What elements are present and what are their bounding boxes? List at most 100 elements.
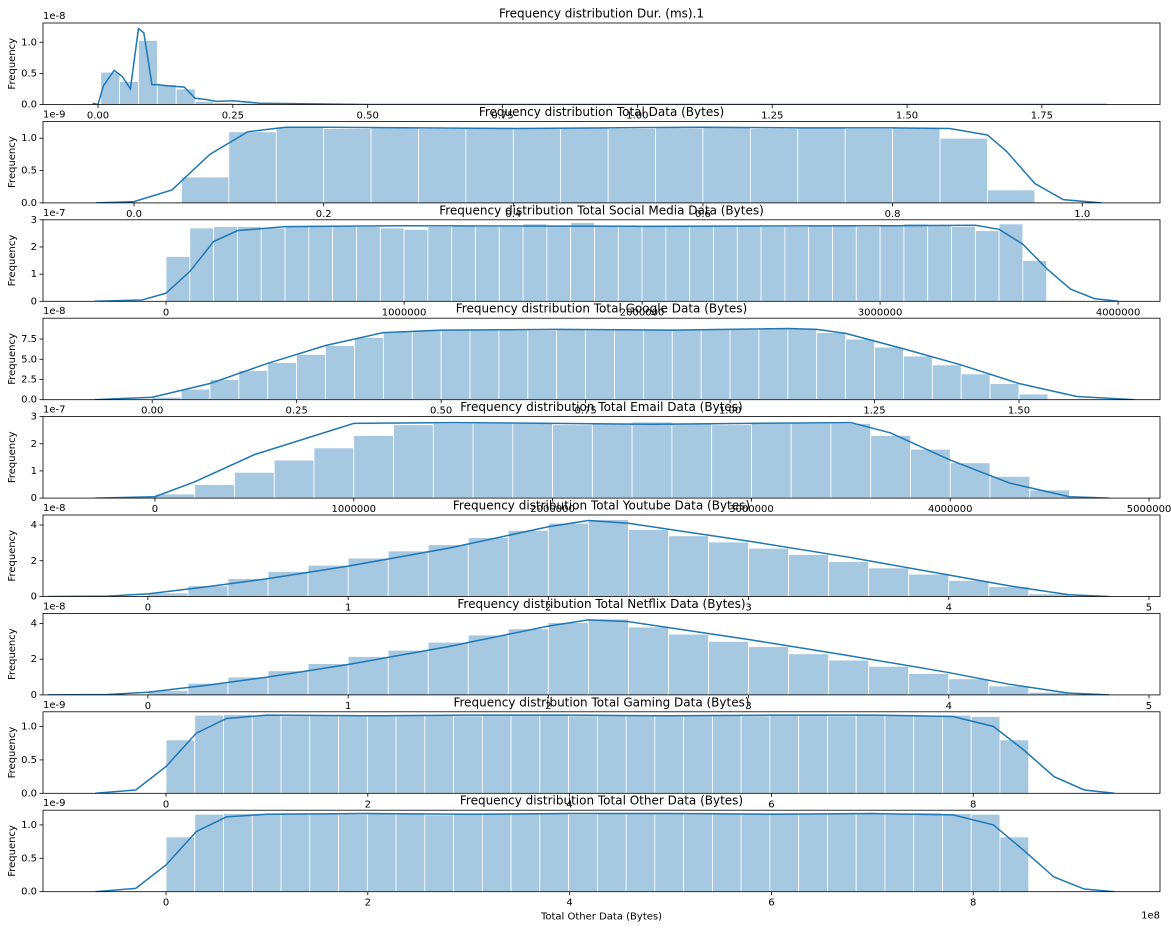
bar [507, 628, 549, 695]
bar [568, 715, 598, 794]
x-tick-label: 5 [1146, 701, 1152, 712]
x-tick-label: 1 [345, 603, 351, 614]
x-tick-label: 5000000 [1127, 504, 1171, 515]
bar [625, 812, 656, 892]
bar [223, 813, 253, 892]
bar [654, 715, 685, 794]
bar [251, 813, 282, 892]
bar [238, 370, 269, 400]
bar [379, 227, 405, 302]
y-tick-label: 1 [31, 269, 37, 280]
x-tick-label: 1 [345, 701, 351, 712]
histogram [94, 222, 1119, 302]
bar [868, 567, 910, 597]
bar [393, 424, 434, 499]
bar [308, 224, 334, 302]
chart-title: Frequency distribution Total Social Medi… [439, 203, 764, 217]
bar [427, 226, 453, 302]
bar [251, 714, 282, 794]
y-offset-label: 1e-9 [43, 109, 66, 120]
bar [366, 813, 397, 892]
bar [788, 554, 830, 597]
plot-area [94, 327, 1135, 400]
x-tick-label: 2 [545, 603, 551, 614]
bar [942, 714, 972, 794]
bar [275, 126, 325, 203]
y-tick-label: 3 [31, 215, 37, 226]
bar [913, 714, 943, 794]
y-tick-label: 0.0 [21, 887, 37, 898]
bar [411, 329, 442, 400]
kde-line [95, 421, 1110, 499]
bar [614, 329, 644, 400]
bar [855, 226, 881, 302]
bar [970, 716, 1001, 794]
bar [760, 226, 786, 302]
plot-area [94, 222, 1119, 302]
bar [874, 346, 904, 400]
bar [798, 714, 828, 794]
y-tick-label: 0 [31, 296, 37, 307]
bar [512, 128, 562, 203]
histogram [47, 618, 1109, 695]
x-tick-label: 0.75 [574, 406, 596, 417]
axes-frame [42, 514, 1161, 597]
bar [510, 714, 541, 794]
bar [949, 462, 991, 499]
histogram [92, 27, 1107, 105]
chart-title: Frequency distribution Total Data (Bytes… [479, 105, 724, 119]
x-tick-label: 2000000 [620, 307, 665, 318]
bar [507, 529, 549, 597]
bar [989, 475, 1031, 499]
y-axis-label: Frequency [7, 235, 18, 287]
bar [424, 814, 454, 892]
bar [347, 656, 389, 695]
y-tick-label: 4 [31, 618, 37, 629]
plot-area [92, 27, 1107, 105]
x-tick-label: 4 [946, 701, 952, 712]
chart-title: Frequency distribution Total Youtube Dat… [453, 499, 750, 513]
bar [165, 256, 191, 302]
bar [585, 329, 615, 400]
bar [736, 224, 762, 302]
bar [194, 813, 224, 892]
bar [784, 226, 810, 302]
bar [594, 224, 619, 302]
bar [832, 224, 857, 302]
bar [403, 228, 429, 302]
bar [999, 836, 1030, 892]
bar [273, 459, 315, 499]
bar [547, 522, 589, 597]
bar [175, 88, 196, 105]
bar [683, 813, 713, 892]
bar [570, 222, 595, 302]
plot-area [95, 714, 1115, 794]
bar [228, 131, 277, 203]
bar [642, 328, 673, 400]
y-tick-label: 0.0 [21, 100, 37, 111]
x-tick-label: 2 [365, 799, 371, 810]
x-tick-label: 0.75 [491, 111, 513, 122]
plot-area [47, 618, 1109, 695]
bar [884, 813, 915, 892]
bar [522, 223, 548, 302]
bar [568, 813, 598, 892]
y-tick-label: 2 [31, 439, 37, 450]
bar [617, 226, 643, 302]
y-tick-label: 0 [31, 493, 37, 504]
bar [354, 337, 384, 400]
bar [668, 535, 709, 597]
bar [323, 128, 372, 203]
bar [552, 424, 593, 499]
y-tick-label: 1.0 [21, 721, 37, 732]
bar [596, 813, 627, 892]
bar [830, 422, 872, 499]
bar [465, 126, 514, 203]
bar [788, 653, 830, 695]
bar [194, 714, 224, 794]
bar [668, 633, 709, 695]
x-tick-label: 1.0 [1074, 209, 1090, 220]
y-tick-label: 2.5 [21, 374, 37, 385]
bar [960, 373, 991, 400]
x-tick-label: 6 [768, 898, 774, 909]
